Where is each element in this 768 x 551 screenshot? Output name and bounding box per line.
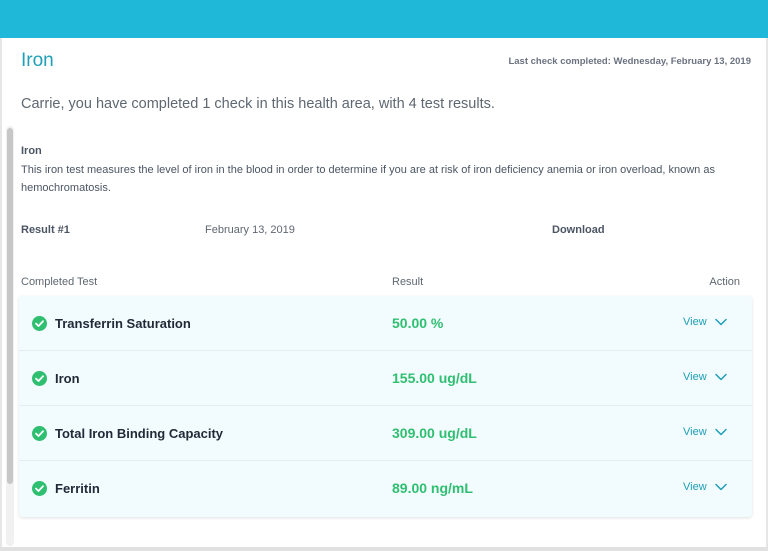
table-row: Total Iron Binding Capacity 309.00 ug/dL… [19, 406, 752, 461]
summary-text: Carrie, you have completed 1 check in th… [21, 96, 495, 112]
page-title: Iron [21, 50, 54, 71]
check-circle-icon [32, 316, 47, 331]
frame-left-border [0, 38, 2, 551]
chevron-down-icon [714, 373, 727, 381]
test-result: 155.00 ug/dL [392, 370, 477, 386]
chevron-down-icon [714, 483, 727, 491]
view-label: View [683, 481, 707, 493]
scrollbar-thumb[interactable] [7, 128, 13, 484]
column-header-action: Action [709, 276, 740, 288]
chevron-down-icon [714, 318, 727, 326]
download-link[interactable]: Download [552, 224, 605, 236]
view-button[interactable]: View [683, 371, 727, 383]
table-row: Iron 155.00 ug/dL View [19, 351, 752, 406]
last-check-date: Last check completed: Wednesday, Februar… [508, 56, 751, 67]
frame-right-border [766, 38, 768, 551]
view-label: View [683, 426, 707, 438]
view-button[interactable]: View [683, 426, 727, 438]
view-label: View [683, 316, 707, 328]
top-bar [0, 0, 768, 38]
check-circle-icon [32, 426, 47, 441]
result-label: Result #1 [21, 224, 70, 236]
chevron-down-icon [714, 428, 727, 436]
table-row: Transferrin Saturation 50.00 % View [19, 296, 752, 351]
test-name: Iron [55, 371, 80, 386]
frame-bottom-border [0, 547, 768, 551]
test-result: 309.00 ug/dL [392, 425, 477, 441]
section-title: Iron [21, 145, 42, 157]
test-name: Total Iron Binding Capacity [55, 426, 224, 441]
test-result: 89.00 ng/mL [392, 480, 473, 496]
test-result: 50.00 % [392, 315, 444, 331]
section-description: This iron test measures the level of iro… [21, 164, 715, 194]
view-label: View [683, 371, 707, 383]
column-header-result: Result [392, 276, 424, 288]
check-circle-icon [32, 481, 47, 496]
view-button[interactable]: View [683, 481, 727, 493]
check-circle-icon [32, 371, 47, 386]
column-header-completed-test: Completed Test [21, 276, 98, 288]
table-row: Ferritin 89.00 ng/mL View [19, 461, 752, 516]
test-name: Ferritin [55, 481, 100, 496]
test-name: Transferrin Saturation [55, 316, 191, 331]
view-button[interactable]: View [683, 316, 727, 328]
results-table: Transferrin Saturation 50.00 % View Iron… [19, 296, 752, 517]
result-date: February 13, 2019 [205, 224, 295, 236]
